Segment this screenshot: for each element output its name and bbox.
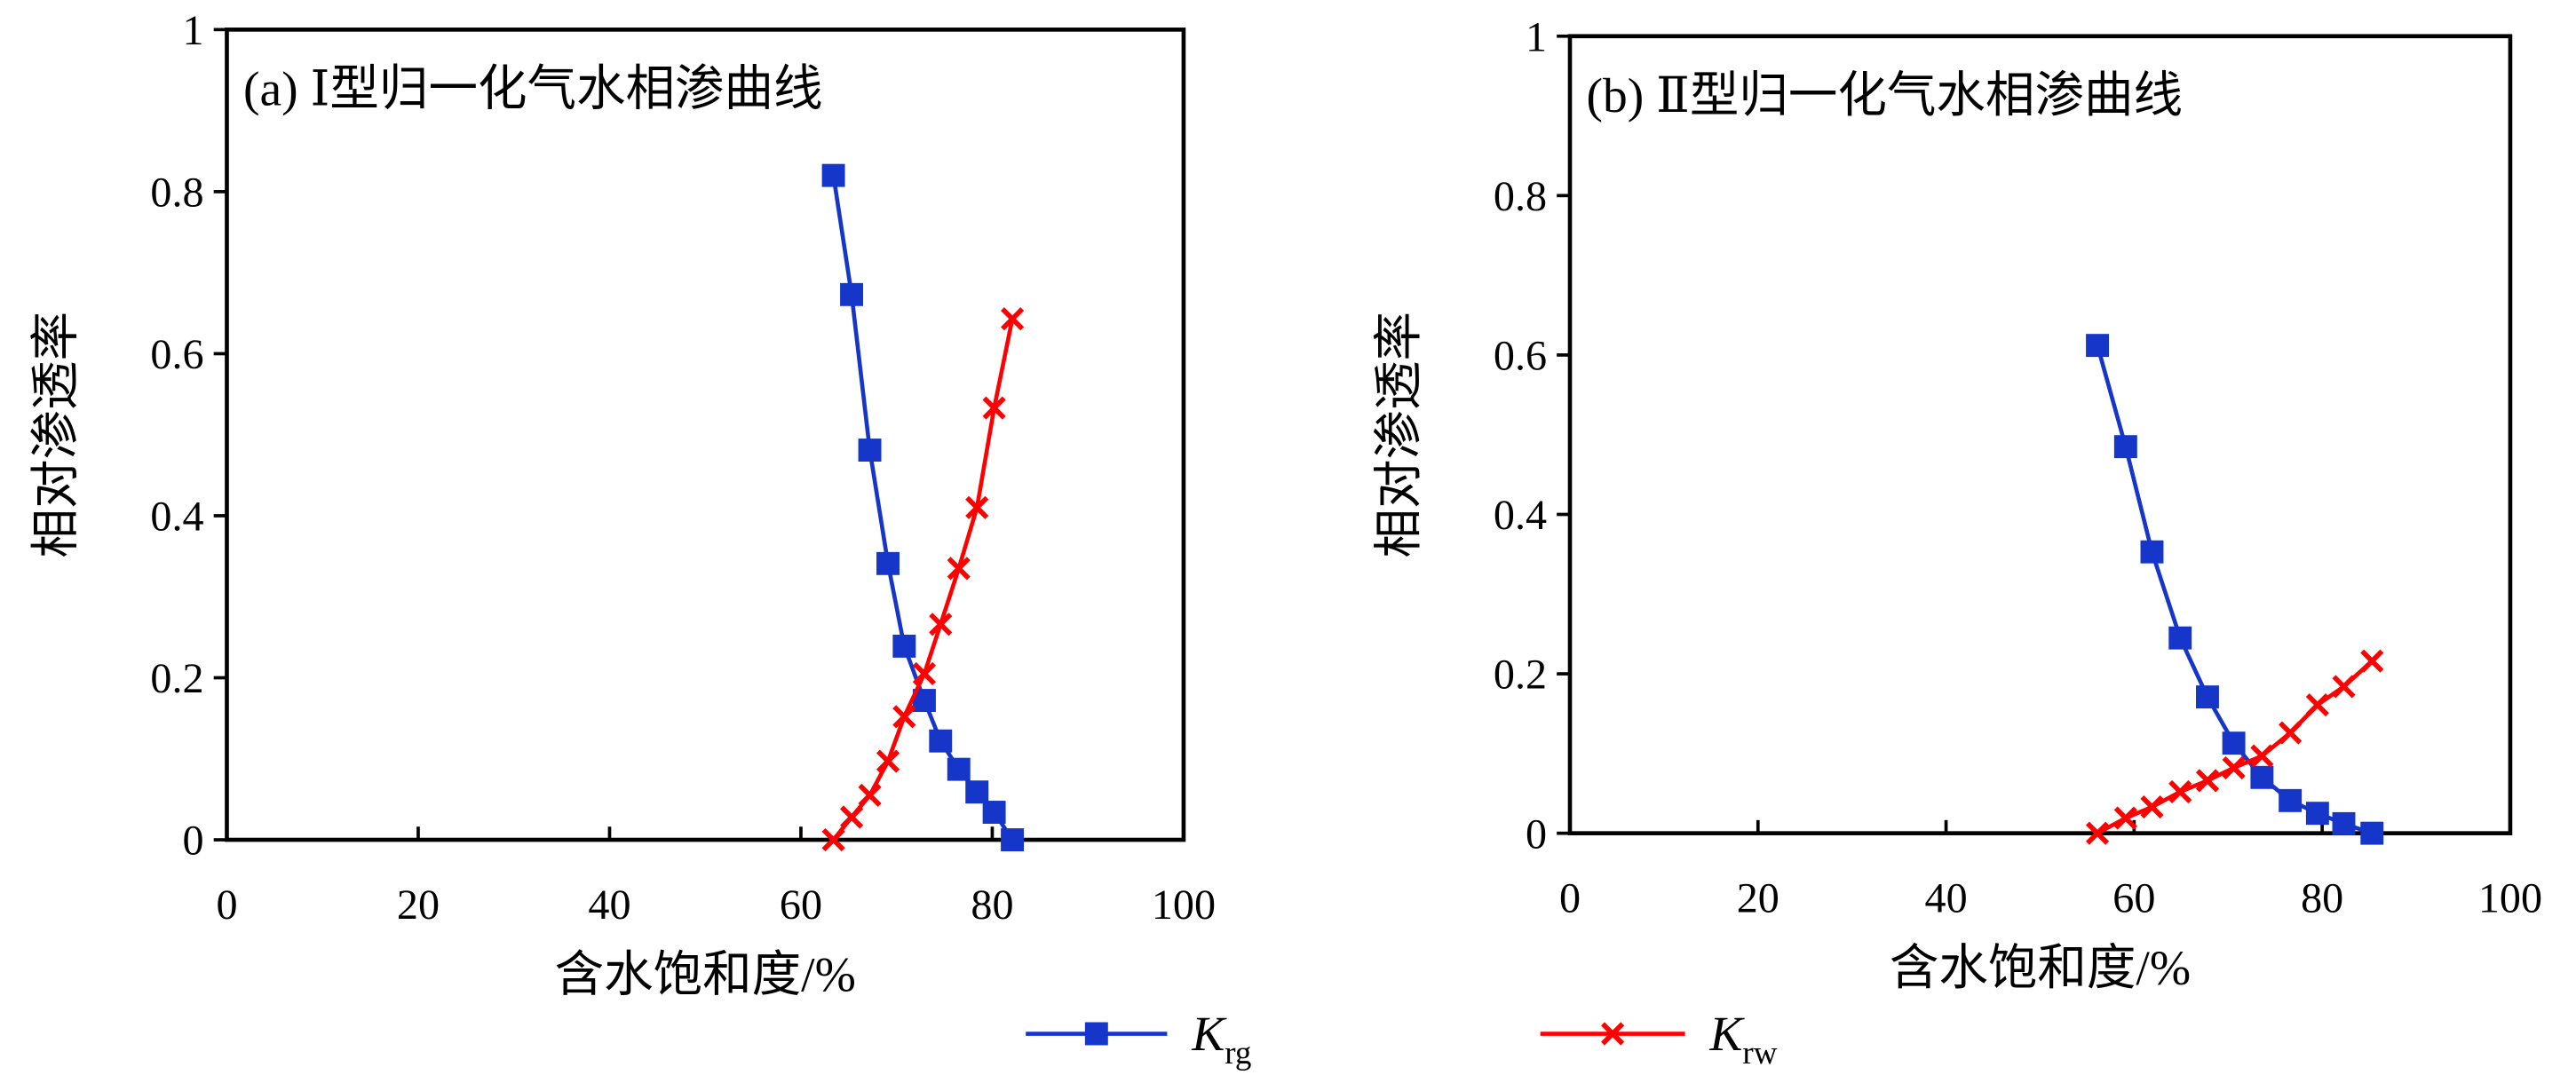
marker (982, 396, 1006, 420)
series-line (831, 175, 1015, 842)
legend-marker (1601, 1022, 1625, 1046)
marker (2113, 435, 2137, 459)
x-tick-label: 100 (2478, 875, 2542, 922)
marker (876, 749, 900, 773)
marker (2195, 769, 2220, 793)
y-axis-label: 相对渗透率 (29, 312, 83, 558)
x-tick-label: 20 (397, 881, 440, 929)
marker (2360, 821, 2384, 845)
marker (2168, 626, 2192, 650)
marker (2113, 806, 2137, 830)
marker (2250, 744, 2274, 768)
plot-frame (1567, 34, 2513, 835)
legend-label: Krg (1191, 1008, 1251, 1071)
marker (929, 613, 953, 636)
x-tick-label: 40 (1925, 875, 1968, 922)
y-tick-label: 0.6 (1494, 333, 1547, 380)
marker (2305, 693, 2329, 717)
marker (2086, 334, 2110, 358)
series-line (2095, 344, 2374, 835)
marker (2196, 685, 2219, 709)
marker (892, 705, 916, 729)
y-tick-label: 1 (1526, 13, 1547, 60)
marker (2332, 811, 2356, 835)
marker (839, 805, 864, 829)
marker (1001, 828, 1025, 852)
marker (821, 163, 845, 187)
marker (2332, 675, 2356, 699)
legend-marker (1084, 1022, 1108, 1046)
plot-frame (225, 28, 1186, 842)
x-tick-label: 0 (1559, 875, 1581, 922)
y-axis-label: 相对渗透率 (1373, 312, 1427, 558)
x-tick-label: 20 (1737, 875, 1779, 922)
marker (2140, 794, 2164, 819)
x-tick-label: 40 (588, 881, 630, 929)
y-tick-label: 0.4 (150, 494, 203, 541)
x-tick-label: 60 (2112, 875, 2155, 922)
x-tick-label: 80 (971, 881, 1013, 929)
x-tick-label: 100 (1152, 881, 1216, 929)
marker (2222, 755, 2246, 780)
marker (947, 557, 971, 581)
marker (858, 783, 882, 807)
y-tick-label: 0.2 (150, 655, 203, 702)
x-tick-label: 0 (216, 881, 237, 929)
marker (821, 827, 845, 852)
y-tick-label: 0 (182, 818, 203, 865)
marker (1001, 307, 1025, 331)
marker (929, 729, 953, 753)
marker (2279, 788, 2303, 812)
x-tick-label: 60 (780, 881, 822, 929)
marker (2360, 649, 2384, 673)
marker (965, 780, 989, 804)
y-tick-label: 0.8 (1494, 173, 1547, 220)
marker (876, 551, 900, 575)
plot: 0 0.2 0.4 0.6 0.8 1 0 20 40 60 80 100 (b) Ⅱ型归一化气水相渗曲… (1373, 13, 2542, 996)
chart-title: (b) Ⅱ型归一化气水相渗曲线 (1587, 69, 2184, 123)
x-tick-label: 80 (2301, 875, 2343, 922)
y-tick-label: 0.8 (150, 170, 203, 217)
marker (2279, 721, 2303, 745)
marker (982, 801, 1006, 824)
x-axis-label: 含水饱和度/% (555, 948, 856, 1002)
marker (965, 495, 989, 519)
y-tick-label: 1 (182, 7, 203, 54)
marker (2305, 802, 2329, 826)
legend-entry: Krg (1026, 1008, 1251, 1071)
marker (2250, 765, 2274, 789)
marker (2085, 821, 2110, 845)
y-tick-label: 0.4 (1494, 492, 1547, 539)
marker (912, 661, 937, 686)
y-tick-label: 0.2 (1494, 652, 1547, 699)
marker (2140, 540, 2164, 564)
legend-entry: Krw (1540, 1008, 1778, 1071)
marker (947, 757, 971, 781)
marker (858, 439, 882, 462)
marker (2168, 779, 2192, 804)
marker (840, 282, 864, 306)
marker (2222, 731, 2246, 755)
legend-label: Krw (1708, 1008, 1777, 1071)
y-tick-label: 0.6 (150, 331, 203, 378)
marker (892, 634, 916, 658)
plot: 0 0.2 0.4 0.6 0.8 1 0 20 40 60 80 100 (a) Ⅰ型归一化气水相渗曲… (29, 7, 1216, 1002)
chart-title: (a) Ⅰ型归一化气水相渗曲线 (243, 63, 823, 117)
x-axis-label: 含水饱和度/% (1890, 942, 2191, 996)
y-tick-label: 0 (1526, 810, 1547, 858)
